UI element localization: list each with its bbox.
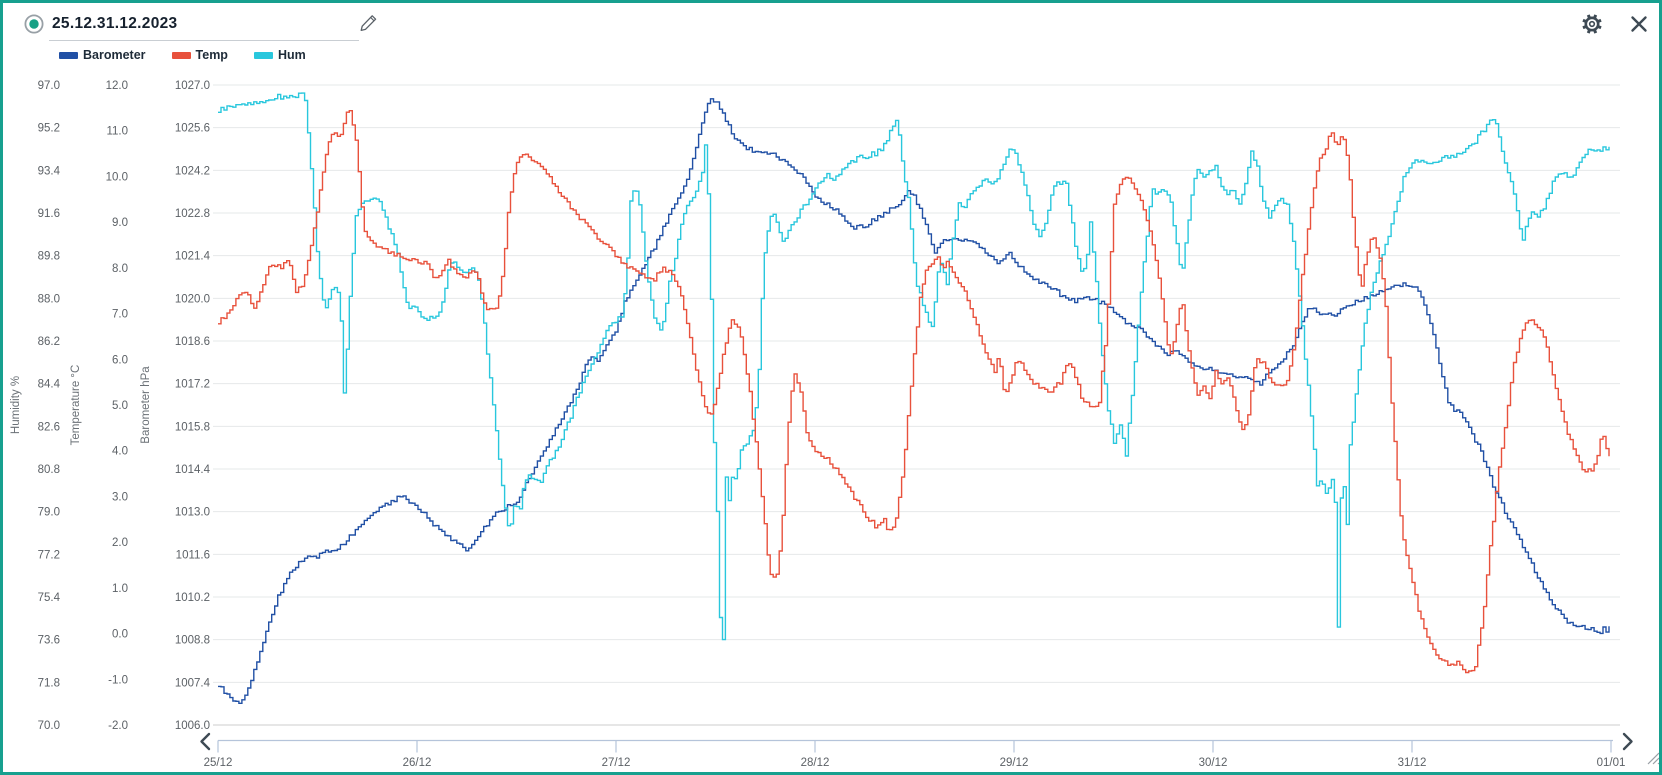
tick-label-temp: 0.0 — [112, 629, 128, 641]
barometer-swatch-icon — [59, 51, 78, 59]
tick-label-hum: 95.2 — [38, 123, 60, 135]
tick-label-hum: 70.0 — [38, 720, 60, 732]
legend-item-hum[interactable]: Hum — [253, 48, 306, 62]
tick-label-hum: 73.6 — [38, 635, 60, 647]
tick-label-temp: 8.0 — [112, 263, 128, 275]
tick-label-hum: 75.4 — [38, 592, 61, 604]
x-tick-label: 30/12 — [1199, 757, 1228, 769]
tick-label-baro: 1011.6 — [176, 549, 210, 561]
series-line-temp — [218, 110, 1610, 674]
tick-label-baro: 1022.8 — [175, 208, 210, 220]
gear-icon[interactable] — [1580, 12, 1604, 36]
tick-label-hum: 91.6 — [38, 208, 60, 220]
tick-label-baro: 1013.0 — [175, 507, 210, 519]
x-tick-label: 25/12 — [204, 757, 233, 769]
legend-item-barometer[interactable]: Barometer — [59, 48, 146, 62]
tick-label-temp: 4.0 — [112, 446, 128, 458]
chart-canvas[interactable]: 97.0 95.2 93.4 91.6 89.8 88.0 86.2 84.4 82.6 80.8… — [3, 3, 1662, 775]
time-axis: 25/12 26/12 27/12 28/12 29/12 30/12 31/12 01/01 — [204, 739, 1626, 769]
tick-label-baro: 1024.2 — [175, 165, 210, 177]
tick-label-temp: 1.0 — [112, 583, 128, 595]
chevron-left-icon[interactable] — [200, 732, 211, 751]
tick-label-baro: 1027.0 — [175, 80, 210, 92]
y-axis-baro: 1027.0 1025.6 1024.2 1022.8 1021.4 1020.0 1018… — [175, 80, 211, 732]
tick-label-temp: 12.0 — [106, 80, 128, 92]
tick-label-temp: 9.0 — [112, 217, 128, 229]
tick-label-temp: 2.0 — [112, 537, 128, 549]
tick-label-baro: 1025.6 — [175, 123, 210, 135]
tick-label-hum: 89.8 — [38, 251, 60, 263]
resize-handle-icon[interactable] — [1647, 752, 1659, 765]
close-icon[interactable] — [1629, 14, 1649, 34]
tick-label-temp: 3.0 — [112, 491, 128, 503]
tick-label-hum: 80.8 — [38, 464, 60, 476]
tick-label-baro: 1017.2 — [175, 379, 210, 391]
axis-title-temp: Temperature °C — [70, 365, 82, 446]
tick-label-baro: 1014.4 — [175, 464, 211, 476]
x-tick-label: 26/12 — [403, 757, 432, 769]
tick-label-hum: 77.2 — [38, 549, 60, 561]
axis-title-baro: Barometer hPa — [140, 366, 152, 444]
tick-label-baro: 1007.4 — [175, 677, 211, 689]
chart-legend: Barometer Temp Hum — [59, 48, 306, 62]
series-line-barometer — [218, 98, 1610, 704]
axis-title-hum: Humidity % — [10, 376, 22, 434]
temp-swatch-icon — [171, 51, 191, 59]
tick-label-baro: 1018.6 — [175, 336, 210, 348]
tick-label-temp: -1.0 — [108, 674, 128, 686]
x-tick-label: 29/12 — [1000, 757, 1029, 769]
tick-label-temp: 7.0 — [112, 309, 128, 321]
tick-label-baro: 1010.2 — [175, 592, 210, 604]
window-header: 25.12.31.12.2023 — [3, 3, 1659, 45]
chevron-right-icon[interactable] — [1622, 732, 1633, 751]
record-toggle-icon[interactable] — [23, 13, 45, 35]
tick-label-hum: 82.6 — [38, 421, 60, 433]
x-tick-label: 27/12 — [602, 757, 631, 769]
x-tick-label: 31/12 — [1398, 757, 1427, 769]
x-tick-label: 01/01 — [1597, 757, 1626, 769]
tick-label-hum: 84.4 — [38, 379, 61, 391]
tick-label-temp: 11.0 — [106, 126, 128, 138]
date-range-input[interactable]: 25.12.31.12.2023 — [49, 11, 359, 41]
tick-label-baro: 1006.0 — [175, 720, 210, 732]
tick-label-hum: 93.4 — [38, 165, 61, 177]
legend-label: Barometer — [83, 48, 146, 62]
tick-label-hum: 79.0 — [38, 507, 60, 519]
date-range-value: 25.12.31.12.2023 — [52, 15, 178, 32]
tick-label-temp: 10.0 — [106, 171, 128, 183]
tick-label-baro: 1015.8 — [175, 421, 210, 433]
tick-label-hum: 71.8 — [38, 677, 60, 689]
legend-item-temp[interactable]: Temp — [171, 48, 228, 62]
tick-label-hum: 88.0 — [38, 293, 60, 305]
tick-label-temp: 5.0 — [112, 400, 128, 412]
y-axis-hum: 97.0 95.2 93.4 91.6 89.8 88.0 86.2 84.4 82.6 80.8… — [38, 80, 61, 732]
tick-label-baro: 1020.0 — [175, 293, 210, 305]
tick-label-hum: 86.2 — [38, 336, 60, 348]
legend-label: Temp — [195, 48, 228, 62]
tick-label-temp: -2.0 — [108, 720, 128, 732]
tick-label-baro: 1008.8 — [175, 635, 210, 647]
gridlines — [213, 84, 1620, 726]
hum-swatch-icon — [253, 51, 273, 59]
y-axis-temp: 12.0 11.0 10.0 9.0 8.0 7.0 6.0 5.0 4.0 3.0 2.0 1.0 0… — [106, 80, 128, 732]
tick-label-hum: 97.0 — [38, 80, 60, 92]
x-tick-label: 28/12 — [801, 757, 830, 769]
legend-label: Hum — [277, 48, 306, 62]
tick-label-temp: 6.0 — [112, 354, 128, 366]
pencil-icon[interactable] — [358, 12, 380, 34]
tick-label-baro: 1021.4 — [175, 251, 211, 263]
series-line-hum — [218, 92, 1610, 641]
